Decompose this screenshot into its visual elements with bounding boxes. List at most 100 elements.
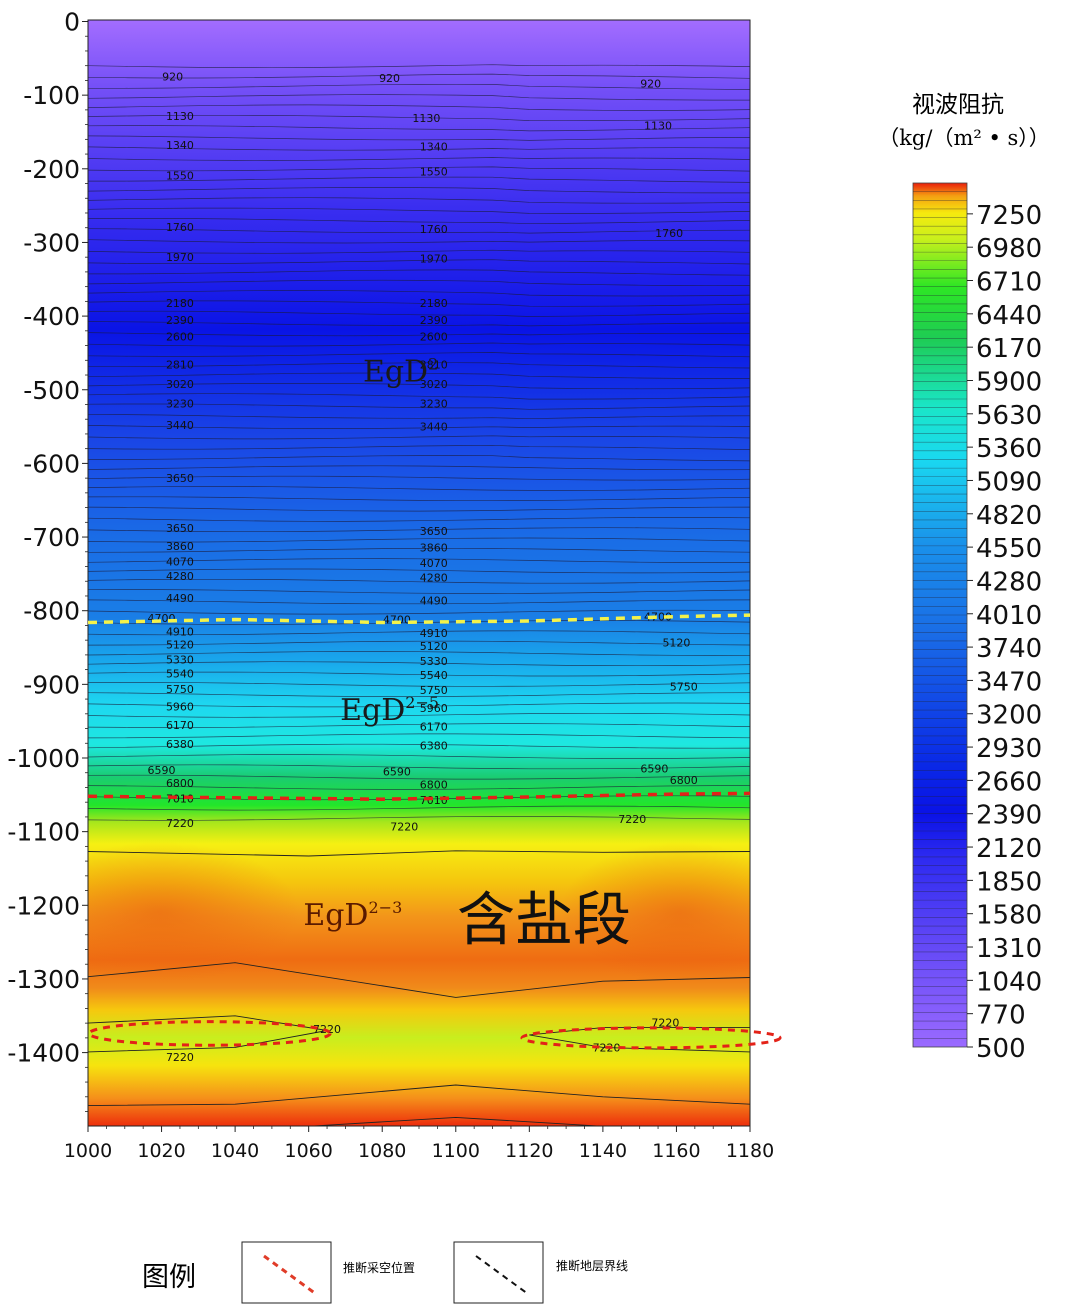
y-tick-label: -1300 bbox=[7, 965, 80, 994]
contour-label: 3650 bbox=[166, 472, 194, 485]
contour-line bbox=[88, 640, 750, 646]
contour-line bbox=[88, 589, 750, 594]
contour-label: 1970 bbox=[166, 251, 194, 264]
colorbar-tick-label: 6980 bbox=[976, 234, 1042, 264]
x-tick-label: 1060 bbox=[284, 1140, 332, 1162]
y-tick-label: -100 bbox=[23, 81, 80, 110]
stratum-label-superscript: 2 bbox=[428, 354, 438, 373]
contour-label: 5750 bbox=[670, 681, 698, 694]
contour-label: 920 bbox=[640, 77, 661, 90]
y-tick-label: -500 bbox=[23, 376, 80, 405]
contour-line bbox=[88, 578, 750, 584]
legend-swatch-boundary bbox=[475, 1255, 529, 1295]
contour-line bbox=[88, 682, 750, 687]
contour-line bbox=[88, 300, 750, 307]
contour-line bbox=[88, 465, 750, 471]
contour-line bbox=[88, 207, 750, 214]
contour-line bbox=[88, 609, 750, 615]
colorbar-tick-label: 5900 bbox=[976, 367, 1042, 397]
contour-label: 3230 bbox=[166, 398, 194, 411]
contour-label: 7220 bbox=[618, 813, 646, 826]
contour-label: 1550 bbox=[420, 166, 448, 179]
contour-line bbox=[88, 157, 750, 161]
colorbar-unit: （kg/（m² • s）） bbox=[878, 126, 1050, 150]
contour-label: 4910 bbox=[420, 627, 448, 640]
heatmap-hotspot-right bbox=[560, 842, 750, 982]
contour-line bbox=[88, 620, 750, 625]
contour-line bbox=[88, 850, 750, 857]
contour-line bbox=[88, 259, 750, 265]
contour-label: 6800 bbox=[166, 777, 194, 790]
contour-label: 1130 bbox=[166, 110, 194, 123]
contour-line bbox=[88, 310, 750, 317]
contour-line bbox=[88, 342, 750, 347]
y-tick-label: -900 bbox=[23, 670, 80, 699]
contour-label: 4490 bbox=[166, 592, 194, 605]
contour-label: 5960 bbox=[166, 700, 194, 713]
y-tick-label: -400 bbox=[23, 302, 80, 331]
contour-line bbox=[88, 537, 750, 543]
yellow-dashed-boundary bbox=[87, 613, 751, 625]
contour-line bbox=[88, 114, 750, 122]
contour-line bbox=[88, 146, 750, 151]
contour-label: 2180 bbox=[420, 297, 448, 310]
contour-line bbox=[88, 547, 750, 553]
contour-label: 6590 bbox=[640, 762, 668, 775]
legend-swatch-cavity bbox=[263, 1254, 317, 1296]
contour-labels: 920 920 920 1130 1130 1130 1340 1340 1550 1550 176… bbox=[148, 71, 698, 1064]
contour-line bbox=[88, 187, 750, 194]
colorbar-tick-label: 6710 bbox=[976, 268, 1042, 298]
contour-line bbox=[88, 630, 750, 636]
contour-line bbox=[88, 816, 750, 821]
contour-line bbox=[88, 413, 750, 420]
colorbar-tick-label: 1850 bbox=[976, 867, 1042, 897]
contour-label: 1760 bbox=[166, 221, 194, 234]
contour-label: 2600 bbox=[420, 331, 448, 344]
contour-label: 5960 bbox=[420, 702, 448, 715]
stratum-label: EgD2−5 bbox=[340, 693, 439, 728]
contour-label: 7220 bbox=[166, 1051, 194, 1064]
colorbar-tick-label: 500 bbox=[976, 1034, 1026, 1064]
contour-label: 1550 bbox=[166, 169, 194, 182]
contour-line bbox=[88, 425, 750, 429]
colorbar-tick-label: 5630 bbox=[976, 401, 1042, 431]
colorbar-tick-label: 3470 bbox=[976, 667, 1042, 697]
contour-label: 1340 bbox=[420, 141, 448, 154]
contour-line bbox=[88, 743, 750, 749]
contour-line bbox=[88, 712, 750, 718]
colorbar-tick-label: 6170 bbox=[976, 334, 1042, 364]
contour-label: 1130 bbox=[412, 112, 440, 125]
contour-line bbox=[88, 249, 750, 254]
colorbar-tick-label: 2390 bbox=[976, 801, 1042, 831]
contour-line bbox=[88, 197, 750, 204]
contour-line bbox=[88, 444, 750, 450]
y-tick-label: -1400 bbox=[7, 1039, 80, 1068]
contour-line bbox=[88, 774, 750, 780]
contour-line bbox=[88, 362, 750, 369]
contour-label: 2390 bbox=[166, 314, 194, 327]
contour-label: 5120 bbox=[166, 639, 194, 652]
contour-label: 5540 bbox=[420, 669, 448, 682]
x-tick-label: 1000 bbox=[64, 1140, 112, 1162]
contour-label: 4070 bbox=[166, 555, 194, 568]
contour-label: 3020 bbox=[166, 378, 194, 391]
contour-line bbox=[88, 496, 750, 502]
contour-label: 920 bbox=[162, 71, 183, 84]
x-tick-label: 1140 bbox=[579, 1140, 627, 1162]
contour-label: 4700 bbox=[644, 611, 672, 624]
contour-label: 2600 bbox=[166, 331, 194, 344]
contour-line bbox=[88, 599, 750, 605]
contour-label: 6380 bbox=[166, 738, 194, 751]
contour-label: 1760 bbox=[655, 227, 683, 240]
contour-label: 6590 bbox=[383, 765, 411, 778]
colorbar-tick-label: 2930 bbox=[976, 734, 1042, 764]
x-axis: 1000 1020 1040 1060 1080 1100 1120 1140 1160 1180 bbox=[64, 1126, 774, 1162]
contour-line bbox=[88, 83, 750, 90]
colorbar-tick-label: 1580 bbox=[976, 901, 1042, 931]
contour-line bbox=[88, 1084, 750, 1107]
contour-label: 4070 bbox=[420, 557, 448, 570]
stratum-label-superscript: 2−5 bbox=[405, 693, 439, 712]
